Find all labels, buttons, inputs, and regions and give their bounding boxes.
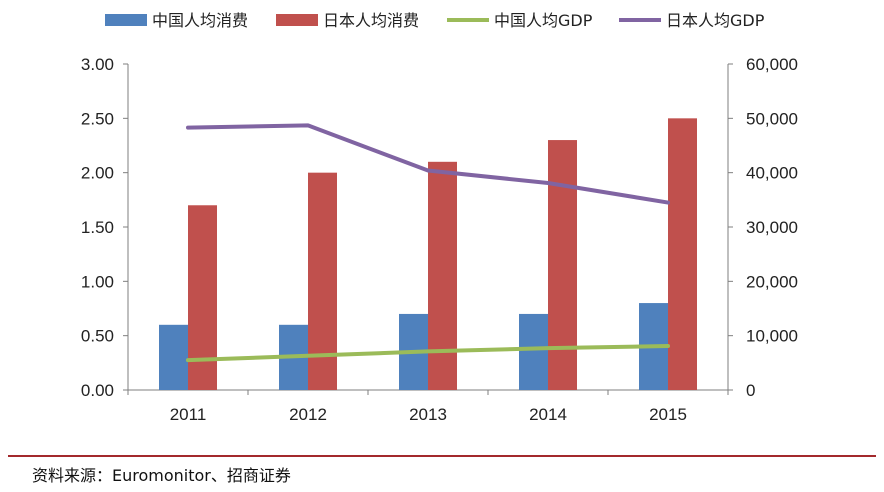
x-tick-label: 2012	[289, 405, 327, 424]
left-tick-label: 1.00	[81, 272, 114, 291]
legend-japan-consumption-label: 日本人均消费	[323, 11, 419, 30]
right-tick-label: 0	[746, 381, 755, 400]
right-tick-label: 50,000	[746, 109, 798, 128]
bars	[159, 118, 697, 390]
x-tick-label: 2013	[409, 405, 447, 424]
right-tick-label: 10,000	[746, 327, 798, 346]
lines	[186, 123, 670, 363]
china-consumption-bar	[159, 324, 188, 390]
left-tick-label: 3.00	[81, 55, 114, 74]
x-tick-label: 2014	[529, 405, 567, 424]
legend-china-gdp-label: 中国人均GDP	[494, 11, 593, 30]
japan-consumption-bar	[428, 161, 457, 390]
chart: 中国人均消费 日本人均消费 中国人均GDP 日本人均GDP 0.00 0.50 1.00 1…	[81, 11, 798, 424]
left-axis: 0.00 0.50 1.00 1.50 2.00 2.50 3.00	[81, 55, 129, 400]
right-tick-label: 40,000	[746, 164, 798, 183]
legend-china-consumption-label: 中国人均消费	[152, 11, 248, 30]
legend-japan-consumption-swatch	[276, 14, 318, 26]
x-tick-label: 2015	[649, 405, 687, 424]
legend-china-consumption-swatch	[105, 14, 147, 26]
japan-consumption-bar	[188, 205, 217, 390]
source-note: 资料来源：Euromonitor、招商证券	[32, 466, 291, 485]
japan-consumption-bar	[668, 118, 697, 390]
japan-consumption-bar	[548, 140, 577, 390]
source-divider	[8, 455, 876, 457]
right-tick-label: 20,000	[746, 272, 798, 291]
left-tick-label: 2.50	[81, 109, 114, 128]
china-consumption-bar	[519, 313, 548, 390]
right-axis: 0 10,000 20,000 30,000 40,000 50,000 60,000	[727, 55, 798, 400]
x-axis: 2011 2012 2013 2014 2015	[127, 389, 729, 424]
legend: 中国人均消费 日本人均消费 中国人均GDP 日本人均GDP	[105, 11, 765, 30]
left-tick-label: 0.00	[81, 381, 114, 400]
x-tick-label: 2011	[170, 405, 207, 424]
left-tick-label: 1.50	[81, 218, 114, 237]
china-gdp-line	[186, 343, 670, 363]
japan-gdp-line	[186, 123, 670, 205]
right-tick-label: 30,000	[746, 218, 798, 237]
right-tick-label: 60,000	[746, 55, 798, 74]
legend-japan-gdp-label: 日本人均GDP	[666, 11, 765, 30]
left-tick-label: 0.50	[81, 327, 114, 346]
left-tick-label: 2.00	[81, 164, 114, 183]
